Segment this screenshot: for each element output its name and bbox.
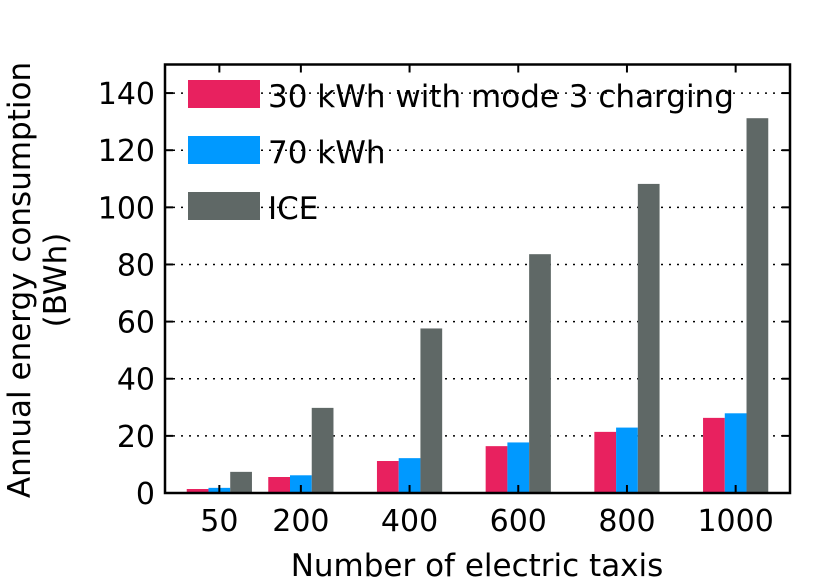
bar-ice — [746, 118, 769, 494]
bar-70-kwh — [290, 475, 312, 493]
legend-label: ICE — [268, 191, 318, 227]
bar-30-kwh-with-mode-3-charging — [703, 417, 725, 493]
y-tick-label: 0 — [136, 477, 155, 512]
bars — [186, 118, 769, 494]
bar-ice — [230, 471, 252, 493]
grid-lines — [165, 92, 790, 437]
legend-label: 70 kWh — [268, 135, 386, 171]
y-tick-label: 40 — [117, 363, 155, 398]
bar-ice — [529, 254, 551, 493]
y-tick-label: 100 — [98, 191, 155, 226]
legend: 30 kWh with mode 3 charging 70 kWh ICE — [188, 79, 734, 227]
bar-30-kwh-with-mode-3-charging — [376, 461, 399, 493]
y-tick-label: 80 — [117, 248, 155, 283]
bar-30-kwh-with-mode-3-charging — [594, 431, 617, 493]
y-tick-label: 60 — [117, 306, 155, 341]
bar-70-kwh — [724, 413, 747, 493]
x-tick-label: 1000 — [697, 504, 773, 539]
y-tick-label: 120 — [98, 134, 155, 169]
x-tick-label: 50 — [200, 504, 238, 539]
x-tick-label: 800 — [598, 504, 655, 539]
legend-swatch — [188, 80, 260, 108]
bar-ice — [311, 407, 334, 493]
bar-30-kwh-with-mode-3-charging — [268, 477, 290, 493]
bar-ice — [637, 183, 660, 493]
bar-70-kwh — [398, 458, 421, 493]
x-tick-label: 400 — [381, 504, 438, 539]
y-axis-label-line2: (BWh) — [38, 233, 74, 328]
ticks: 0 20 40 60 80 100 120 140 50 200 400 600 800 1000 — [98, 64, 790, 539]
x-axis-label: Number of electric taxis — [291, 548, 664, 581]
bar-30-kwh-with-mode-3-charging — [485, 446, 508, 493]
y-tick-label: 140 — [98, 77, 155, 112]
y-axis-label-line1: Annual energy consumption — [2, 62, 38, 498]
bar-70-kwh — [507, 442, 530, 493]
x-tick-label: 200 — [272, 504, 329, 539]
legend-swatch — [188, 136, 260, 164]
y-tick-label: 20 — [117, 420, 155, 455]
bar-ice — [420, 328, 443, 493]
plot-frame — [163, 63, 792, 495]
x-tick-label: 600 — [490, 504, 547, 539]
bar-30-kwh-with-mode-3-charging — [186, 489, 209, 493]
bar-70-kwh — [616, 427, 638, 493]
legend-swatch — [188, 192, 260, 220]
legend-label: 30 kWh with mode 3 charging — [268, 79, 734, 115]
